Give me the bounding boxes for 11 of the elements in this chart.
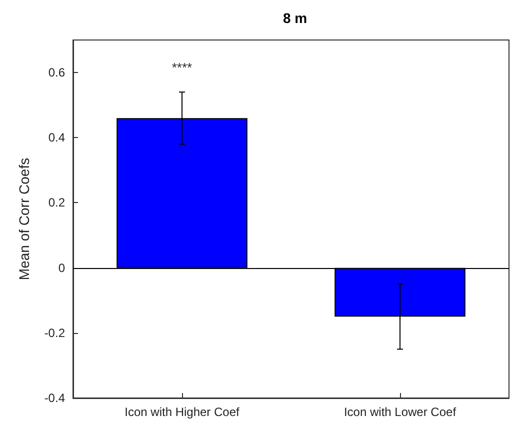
- y-axis-title: Mean of Corr Coefs: [16, 158, 32, 280]
- x-tick-label: Icon with Higher Coef: [124, 405, 240, 419]
- chart-title: 8 m: [282, 10, 308, 26]
- y-tick-label: 0.2: [48, 196, 66, 210]
- annotation: ****: [172, 60, 192, 76]
- y-tick-label: 0: [58, 260, 66, 275]
- y-tick-label: 0.6: [48, 66, 66, 80]
- y-tick-label: 0.4: [48, 130, 66, 145]
- y-tick-label: -0.4: [44, 391, 66, 405]
- x-tick-label: Icon with Lower Coef: [344, 405, 457, 419]
- y-tick-label: -0.2: [44, 326, 66, 340]
